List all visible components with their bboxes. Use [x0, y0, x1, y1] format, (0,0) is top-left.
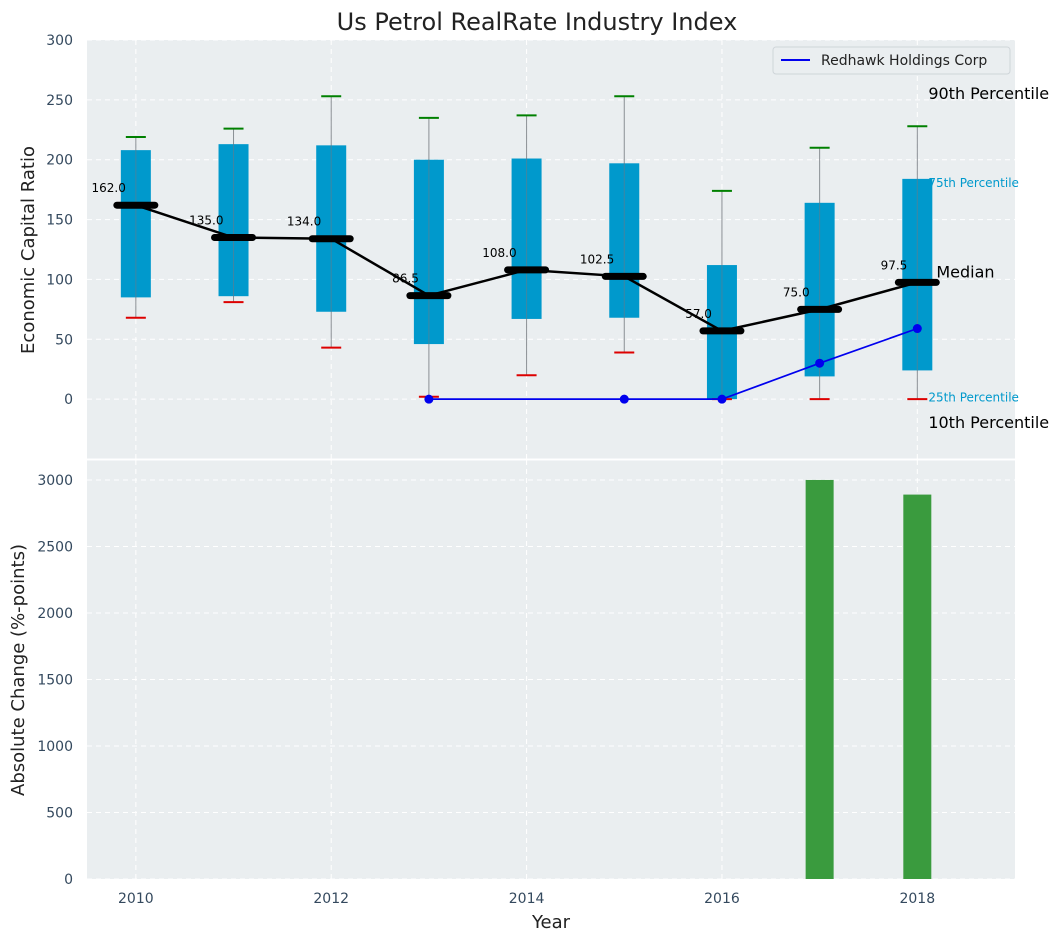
x-tick-label: 2018 [899, 891, 935, 907]
bottom-y-tick-label: 1000 [37, 739, 73, 755]
legend-box [772, 46, 1011, 75]
bottom-y-tick-label: 0 [64, 872, 73, 888]
top-y-tick-label: 50 [55, 332, 73, 348]
median-label: Median [936, 262, 994, 281]
company-point [424, 394, 434, 404]
median-value-label: 86.5 [392, 272, 419, 286]
median-value-label: 97.5 [881, 258, 908, 272]
median-value-label: 102.5 [580, 252, 614, 266]
bottom-x-tick-labels: 2010 2012 2014 2016 2018 [118, 891, 935, 907]
x-axis-label: Year [531, 912, 571, 933]
median-line-series: 162.0 135.0 134.0 86.5 108.0 102.5 57.0 75.0 97.… [91, 181, 940, 335]
p90-label: 90th Percentile [928, 84, 1049, 103]
median-value-label: 162.0 [91, 181, 125, 195]
company-point [815, 358, 825, 368]
company-series [424, 324, 922, 404]
bottom-y-tick-label: 500 [46, 805, 73, 821]
median-value-label: 75.0 [783, 285, 810, 299]
x-tick-label: 2010 [118, 891, 154, 907]
company-point [619, 394, 629, 404]
bottom-y-tick-label: 2000 [37, 606, 73, 622]
top-y-axis-label: Economic Capital Ratio [18, 146, 39, 354]
p75-label: 75th Percentile [928, 176, 1019, 190]
legend-label-company: Redhawk Holdings Corp [821, 53, 987, 69]
bottom-y-tick-labels: 0 500 1000 1500 2000 2500 3000 [37, 473, 73, 888]
legend: Redhawk Holdings Corp [772, 46, 1011, 75]
bottom-y-axis-label: Absolute Change (%-points) [8, 544, 29, 796]
median-value-label: 108.0 [482, 246, 516, 260]
top-y-tick-label: 0 [64, 392, 73, 408]
top-y-tick-label: 150 [46, 213, 73, 229]
company-point [717, 394, 727, 404]
bottom-plot-area [87, 460, 1015, 879]
bottom-y-tick-label: 2500 [37, 539, 73, 555]
bar-series [805, 479, 932, 879]
x-tick-label: 2014 [509, 891, 545, 907]
bottom-y-tick-label: 1500 [37, 672, 73, 688]
chart-title: Us Petrol RealRate Industry Index [337, 8, 738, 36]
company-point [912, 324, 922, 334]
top-y-tick-label: 100 [46, 272, 73, 288]
x-tick-label: 2016 [704, 891, 740, 907]
median-value-label: 57.0 [685, 307, 712, 321]
median-value-label: 134.0 [287, 215, 321, 229]
percentile-labels: 90th Percentile 75th Percentile Median 25th… [928, 84, 1049, 432]
median-value-label: 135.0 [189, 214, 223, 228]
p10-label: 10th Percentile [928, 413, 1049, 432]
top-y-tick-label: 300 [46, 33, 73, 49]
p25-label: 25th Percentile [928, 390, 1019, 404]
change-bar [805, 479, 834, 879]
top-y-tick-label: 200 [46, 153, 73, 169]
bottom-y-tick-label: 3000 [37, 473, 73, 489]
top-y-tick-labels: 0 50 100 150 200 250 300 [46, 33, 73, 408]
top-y-tick-label: 250 [46, 93, 73, 109]
box-plot-series [120, 95, 933, 401]
x-tick-label: 2012 [313, 891, 349, 907]
change-bar [903, 494, 932, 879]
